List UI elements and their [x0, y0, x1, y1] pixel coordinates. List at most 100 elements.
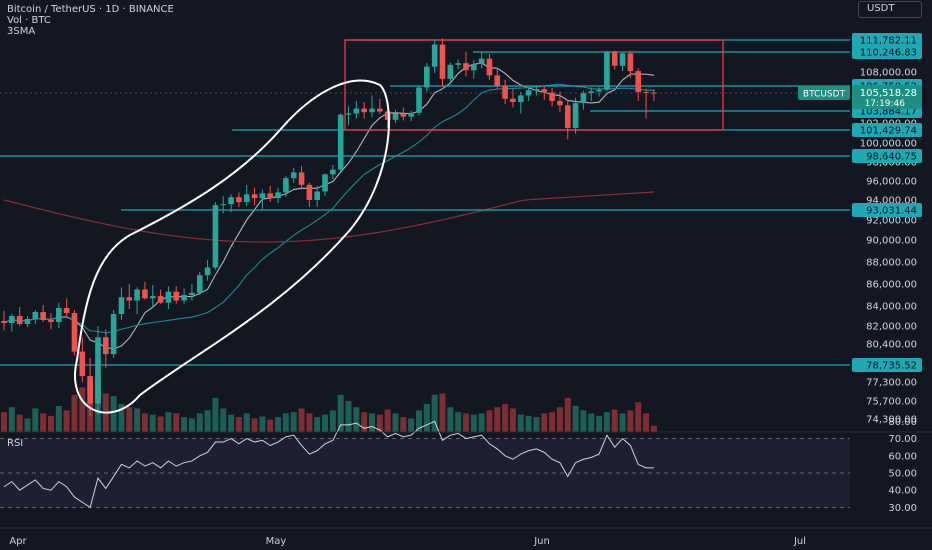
rsi-tick-label: 50.00 — [888, 469, 917, 480]
candle-body — [181, 295, 187, 301]
candle-body — [189, 292, 195, 295]
volume-bar — [306, 413, 313, 432]
time-axis[interactable]: Apr May Jun Jul — [9, 536, 806, 547]
volume-bar — [361, 412, 368, 432]
volume-bar — [1, 412, 7, 432]
volume-bar — [259, 416, 266, 432]
volume-bar — [619, 413, 626, 432]
volume-bar — [635, 402, 642, 432]
candle-body — [369, 108, 375, 113]
volume-bar — [173, 413, 180, 432]
volume-bar — [400, 417, 407, 432]
volume-bar — [345, 401, 352, 432]
currency-unit-button[interactable]: USDT — [858, 1, 922, 18]
candle-body — [377, 108, 383, 112]
candle-body — [228, 197, 234, 205]
candle-body — [635, 71, 642, 92]
candle-body — [572, 103, 579, 128]
price-tick-label: 90,000.00 — [866, 236, 917, 247]
rsi-axis[interactable]: 30.00 40.00 50.00 60.00 70.00 80.00 — [888, 417, 917, 514]
volume-bar — [314, 417, 321, 432]
price-tick-label: 86,000.00 — [866, 280, 917, 291]
volume-bar — [71, 394, 78, 432]
volume-bar — [525, 415, 532, 432]
rsi-tick-label: 30.00 — [888, 503, 917, 514]
candle-body — [118, 297, 125, 314]
price-level-tag-label: 93,031.44 — [866, 206, 917, 217]
range-box[interactable] — [344, 39, 724, 131]
candle-body — [157, 296, 164, 303]
volume-bar — [220, 408, 227, 432]
volume-bar — [212, 397, 219, 432]
candle-body — [236, 197, 242, 203]
price-level-tag — [852, 33, 922, 47]
candle-body — [478, 58, 485, 64]
candle-body — [212, 205, 219, 268]
volume-bar — [126, 407, 133, 432]
rsi-pane — [0, 438, 850, 508]
price-level-tag — [852, 203, 922, 217]
candle-body — [204, 267, 211, 276]
volume-bar — [196, 413, 203, 432]
candle-body — [424, 66, 430, 88]
volume-bar — [603, 412, 610, 432]
candle-body — [408, 112, 414, 117]
candle-body — [549, 92, 555, 101]
price-tick-label: 108,000.00 — [860, 68, 917, 79]
candle-body — [306, 184, 313, 200]
volume-bar — [47, 415, 54, 432]
candle-body — [63, 308, 70, 313]
volume-bar — [329, 410, 336, 432]
volume-bar — [549, 412, 556, 432]
candle-body — [502, 85, 508, 99]
rsi-pane-label: RSI — [7, 438, 23, 449]
symbol-tag — [798, 86, 850, 100]
candle-body — [337, 114, 344, 170]
volume-bar — [643, 413, 650, 432]
candle-body — [455, 63, 461, 65]
volume-bar — [611, 409, 618, 432]
price-level-tag-label: 101,429.74 — [860, 126, 917, 137]
volume-bar — [8, 407, 15, 432]
volume-bar — [63, 410, 70, 432]
candle-body — [345, 113, 352, 115]
price-level-tag — [852, 45, 922, 59]
price-level-tag-label: 110,246.83 — [860, 48, 917, 59]
candle-body — [142, 289, 148, 299]
price-level-tag — [852, 123, 922, 137]
volume-bar — [596, 415, 603, 432]
candle-body — [243, 194, 250, 203]
volume-bar — [541, 413, 548, 432]
candle-body — [56, 308, 62, 322]
candle-body — [392, 113, 399, 120]
candle-body — [611, 51, 618, 66]
freehand-ellipse-annotation[interactable] — [74, 79, 390, 414]
candle-body — [619, 53, 626, 66]
candle-body — [651, 92, 657, 94]
candle-body — [580, 93, 587, 104]
candle-body — [24, 319, 31, 324]
price-level-tag-label: 78,735.52 — [866, 361, 917, 372]
symbol-tag-label: BTCUSDT — [803, 90, 846, 100]
candle-body — [9, 316, 15, 323]
volume-bar — [275, 417, 282, 432]
volume-bar — [384, 409, 391, 432]
volume-bar — [533, 417, 540, 432]
volume-bar — [478, 413, 485, 432]
candle-body — [541, 89, 548, 93]
candle-body — [643, 91, 649, 93]
candlesticks — [1, 38, 657, 417]
candle-body — [564, 105, 571, 128]
candle-body — [275, 192, 281, 199]
volume-bar — [423, 404, 430, 432]
candle-body — [604, 51, 610, 90]
price-tick-label: 84,000.00 — [866, 302, 917, 313]
volume-bar — [502, 404, 509, 432]
candle-body — [557, 100, 563, 106]
price-level-tag-label: 98,640.75 — [866, 152, 917, 163]
current-price-tag — [852, 85, 922, 109]
candle-body — [79, 351, 86, 377]
volume-bar — [181, 417, 188, 432]
candle-body — [627, 53, 634, 72]
